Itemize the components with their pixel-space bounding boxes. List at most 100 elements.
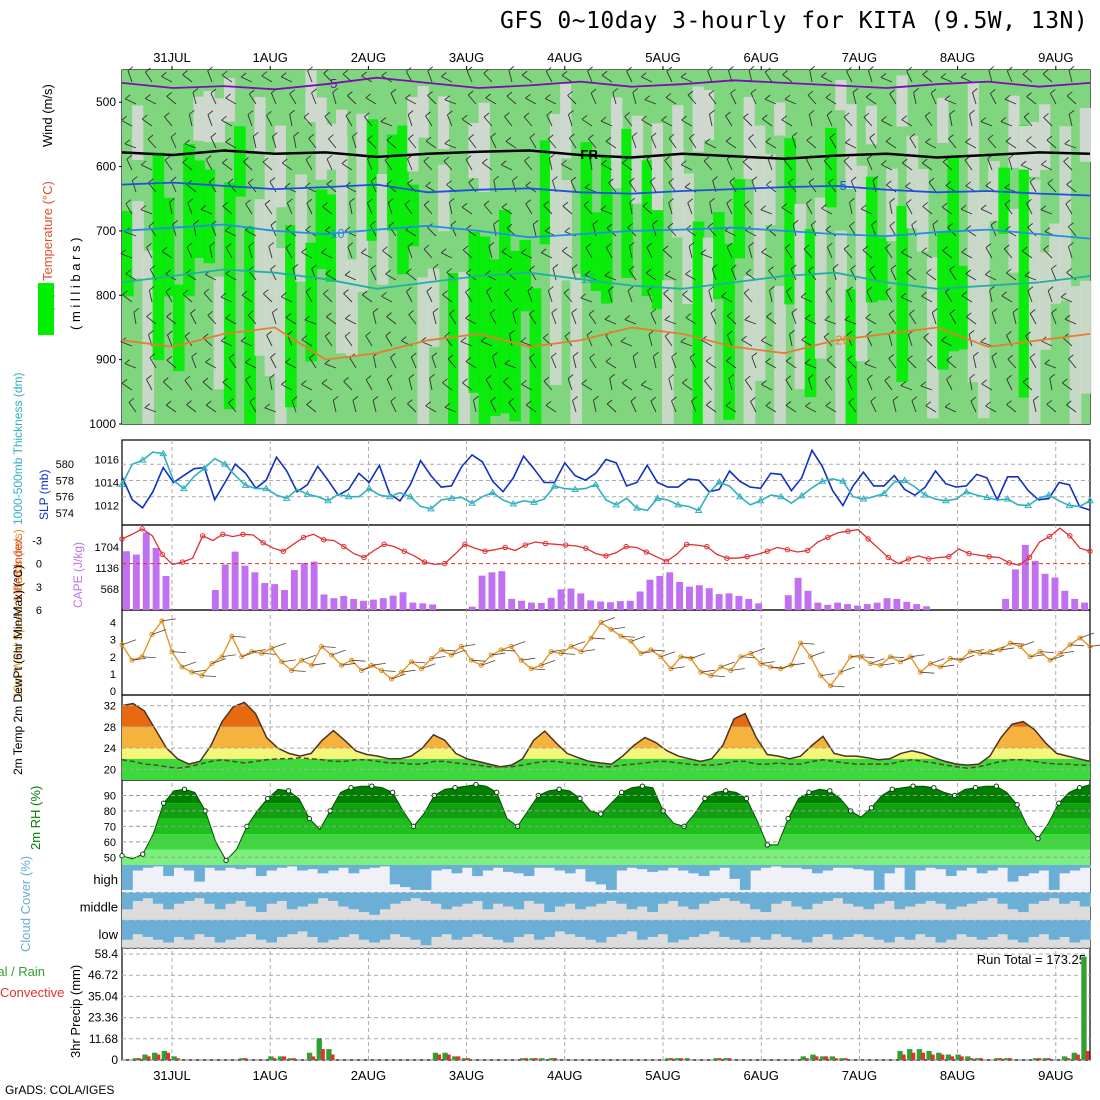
wind-barb bbox=[1022, 73, 1033, 83]
wind-barb-flag bbox=[808, 374, 814, 379]
wind-barb-flag bbox=[744, 200, 750, 206]
lifted-index-point bbox=[865, 536, 871, 542]
lifted-index-point bbox=[885, 554, 892, 561]
wind-barb-flag bbox=[960, 204, 967, 210]
wind-barb bbox=[1046, 403, 1057, 413]
wind-barb bbox=[1061, 382, 1073, 391]
wind-barb-flag bbox=[829, 133, 836, 138]
wind-barb bbox=[407, 246, 413, 259]
wind-barb bbox=[364, 116, 373, 127]
precip-conv-label: Convective bbox=[0, 985, 64, 1000]
cloud-bar bbox=[678, 865, 689, 871]
wind-barb-flag bbox=[144, 403, 151, 409]
wind-barb-flag bbox=[632, 351, 639, 357]
lifted-index-point bbox=[502, 544, 508, 551]
wind-barb-flag bbox=[482, 158, 488, 164]
wind-barb bbox=[641, 119, 653, 127]
cape-bar bbox=[883, 598, 891, 610]
wind-barb bbox=[1006, 404, 1017, 413]
wind-barb bbox=[426, 291, 433, 303]
thickness-tick-label: 578 bbox=[56, 475, 74, 487]
wind-barb bbox=[210, 92, 217, 105]
cloud-bar bbox=[595, 920, 607, 943]
wind-barb bbox=[541, 252, 553, 259]
wind-barb bbox=[1007, 358, 1017, 369]
wind-barb bbox=[681, 164, 693, 171]
wind-barb-flag bbox=[506, 91, 513, 97]
wind-barb-flag bbox=[668, 198, 674, 203]
wind-barb bbox=[850, 269, 857, 281]
wind10m-barb bbox=[840, 666, 855, 673]
wind-barb bbox=[444, 99, 457, 105]
wind-barb bbox=[1065, 203, 1073, 215]
wind-barb-flag bbox=[601, 159, 607, 165]
wind-barb bbox=[925, 141, 937, 149]
cloud-bar bbox=[606, 892, 617, 901]
wind-barb-flag bbox=[966, 312, 972, 318]
wind-barb-flag bbox=[685, 313, 692, 318]
wind-barb-flag bbox=[529, 309, 535, 315]
wind-barb bbox=[425, 115, 433, 127]
wind-barb bbox=[871, 224, 877, 237]
wind-barb bbox=[192, 92, 197, 105]
wind-barb bbox=[124, 363, 137, 369]
wind-barb bbox=[972, 356, 977, 369]
wind-barb bbox=[590, 92, 597, 105]
wind-barb bbox=[326, 183, 337, 193]
precip-conv-bar bbox=[320, 1049, 325, 1060]
wind-barb bbox=[965, 141, 977, 149]
wind-barb-flag bbox=[407, 179, 413, 184]
wind-barb bbox=[647, 290, 653, 303]
wind-barb bbox=[688, 246, 693, 259]
wind-barb-flag bbox=[182, 158, 188, 163]
rh-blob bbox=[529, 288, 542, 424]
wind-barb bbox=[442, 382, 453, 391]
cloud-bar bbox=[503, 920, 514, 943]
wind-barb-flag bbox=[210, 132, 217, 138]
cloud-bar bbox=[698, 920, 710, 935]
cape-bar bbox=[379, 598, 387, 610]
rh-blob bbox=[835, 230, 847, 424]
cloud-bar bbox=[585, 865, 597, 882]
wind-barb-flag bbox=[807, 90, 814, 96]
cape-bar bbox=[745, 598, 753, 610]
precip-total-bar bbox=[965, 1056, 971, 1060]
cape-bar bbox=[1002, 598, 1010, 610]
wind-barb-flag bbox=[945, 181, 952, 186]
wind-barb bbox=[167, 334, 173, 347]
thickness-tick-label: 574 bbox=[56, 508, 74, 520]
wind-barb-flag bbox=[326, 154, 333, 160]
wind-barb-flag bbox=[148, 330, 154, 335]
cloud-bar bbox=[750, 865, 761, 871]
wind-barb-flag bbox=[1049, 373, 1056, 379]
temp-tick-label: 24 bbox=[104, 743, 116, 755]
wind-barb-flag bbox=[705, 400, 712, 406]
wind-barb bbox=[245, 229, 257, 237]
wind-barb-flag bbox=[825, 401, 832, 407]
wind-barb-flag bbox=[906, 199, 912, 204]
precip-total-bar bbox=[152, 1052, 158, 1060]
wind-barb-flag bbox=[262, 157, 269, 163]
cloud-bar bbox=[369, 865, 380, 868]
wind-barb bbox=[601, 74, 613, 83]
wind-barb-flag bbox=[806, 135, 813, 141]
wind-barb-flag bbox=[506, 223, 513, 229]
wind-barb-flag bbox=[889, 221, 896, 227]
rh-blob bbox=[662, 280, 674, 424]
wind-barb bbox=[347, 95, 357, 105]
cloud-bar bbox=[822, 865, 834, 871]
wind-barb-flag bbox=[332, 88, 338, 93]
cloud-bar bbox=[657, 892, 669, 904]
rh-blob bbox=[631, 115, 644, 204]
precip-total-bar bbox=[839, 1058, 845, 1060]
wind-barb-flag bbox=[1007, 354, 1014, 360]
wind-barb-flag bbox=[1003, 244, 1010, 250]
wind-barb-flag bbox=[942, 246, 948, 251]
wind-barb-flag bbox=[769, 285, 775, 291]
wind-barb bbox=[524, 160, 533, 171]
wind-barb bbox=[149, 357, 157, 369]
cloud-bar bbox=[688, 920, 700, 937]
contour-label: -5 bbox=[835, 178, 847, 193]
wind-barb-flag bbox=[372, 308, 379, 313]
wind-barb-flag bbox=[205, 357, 211, 363]
